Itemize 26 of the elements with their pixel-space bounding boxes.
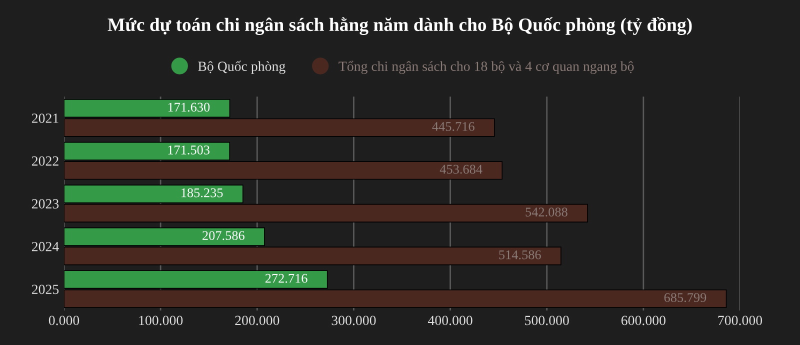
data-label: 514.586 xyxy=(499,250,541,260)
y-tick-label: 2024 xyxy=(32,242,59,252)
y-tick-label: 2023 xyxy=(32,199,59,209)
data-label: 542.088 xyxy=(526,208,568,217)
x-tick-label: 400.000 xyxy=(428,316,472,326)
legend-label: Bộ Quốc phòng xyxy=(198,60,286,74)
data-label: 171.630 xyxy=(168,102,210,112)
y-tick-label: 2022 xyxy=(32,156,58,166)
data-label: 185.235 xyxy=(182,188,223,198)
data-label: 685.799 xyxy=(664,293,706,302)
data-label: 207.586 xyxy=(202,231,244,240)
x-tick-label: 300.000 xyxy=(332,316,376,326)
y-tick-label: 2025 xyxy=(32,284,59,294)
y-tick-label: 2021 xyxy=(32,114,58,123)
x-tick-label: 0.000 xyxy=(48,316,80,326)
data-label: 171.503 xyxy=(168,146,210,155)
x-tick-label: 100.000 xyxy=(139,316,183,326)
x-tick-label: 200.000 xyxy=(235,316,280,326)
chart-title: Mức dự toán chi ngân sách hằng năm dành cho Bộ Quốc phòng (tỷ đồng) xyxy=(108,17,692,36)
data-label: 272.716 xyxy=(265,274,308,283)
data-label: 453.684 xyxy=(440,164,482,174)
legend-label: Tổng chi ngân sách cho 18 bộ và 4 cơ quan ngang bộ xyxy=(338,60,634,74)
x-tick-label: 600.000 xyxy=(621,316,666,326)
data-label: 445.716 xyxy=(432,122,474,131)
x-tick-label: 500.000 xyxy=(525,316,569,326)
x-tick-label: 700.000 xyxy=(718,316,762,326)
